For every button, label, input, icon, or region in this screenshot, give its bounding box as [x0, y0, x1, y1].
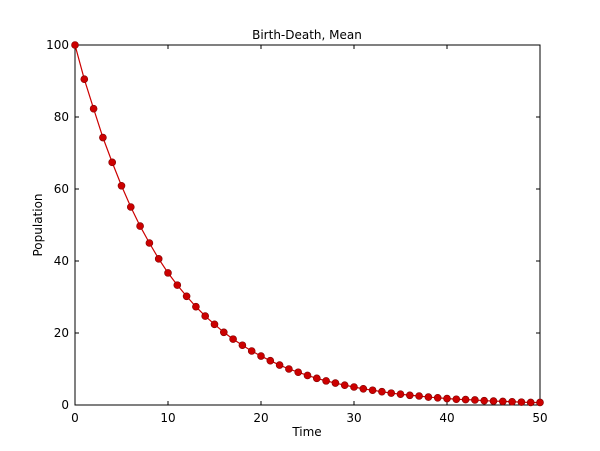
data-point — [117, 181, 126, 190]
data-point — [164, 269, 172, 277]
data-point — [173, 281, 182, 289]
x-tick-label: 0 — [71, 411, 79, 425]
y-tick-label: 0 — [61, 398, 69, 412]
x-tick-label: 10 — [160, 411, 175, 425]
data-point — [220, 328, 228, 337]
data-point — [99, 133, 107, 142]
data-point — [238, 341, 247, 350]
data-point — [452, 395, 461, 404]
series-line — [74, 44, 540, 404]
data-point — [461, 395, 470, 404]
y-axis-ticks: 0 20 40 60 80 100 — [46, 38, 540, 412]
y-tick-label: 80 — [54, 110, 69, 124]
data-point — [424, 393, 433, 401]
data-point — [331, 379, 340, 387]
data-point — [312, 374, 321, 383]
data-point — [71, 41, 79, 49]
data-point — [275, 361, 284, 369]
data-point — [517, 398, 526, 406]
data-point — [387, 389, 396, 397]
series-mean-population — [71, 41, 544, 407]
data-point — [108, 158, 116, 167]
y-tick-label: 60 — [54, 182, 69, 196]
data-point — [508, 397, 516, 406]
data-point — [201, 312, 209, 320]
x-axis-ticks: 0 10 20 30 40 50 — [71, 45, 548, 425]
data-point — [378, 387, 386, 396]
y-tick-label: 40 — [54, 254, 69, 268]
data-point — [145, 239, 154, 247]
y-tick-label: 20 — [54, 326, 69, 340]
x-tick-label: 20 — [253, 411, 268, 425]
data-point — [359, 384, 368, 393]
x-tick-label: 50 — [532, 411, 547, 425]
data-point — [471, 396, 479, 404]
data-point — [498, 397, 507, 406]
data-point — [294, 368, 303, 377]
data-point — [303, 371, 312, 380]
data-point — [368, 386, 377, 395]
data-point — [489, 397, 498, 405]
data-point — [80, 75, 89, 83]
data-point — [526, 398, 535, 407]
data-point — [192, 302, 200, 311]
data-point — [536, 398, 544, 407]
x-axis-label: Time — [291, 425, 321, 439]
data-point — [405, 391, 414, 400]
data-point — [247, 347, 256, 355]
chart-title: Birth-Death, Mean — [252, 28, 362, 42]
data-point — [350, 383, 358, 391]
data-point — [396, 390, 405, 399]
data-point — [340, 381, 349, 390]
data-point — [182, 292, 191, 301]
data-point — [415, 392, 423, 400]
data-point — [210, 320, 219, 329]
x-tick-label: 30 — [346, 411, 361, 425]
y-tick-label: 100 — [46, 38, 69, 52]
data-point — [89, 104, 98, 113]
data-point — [443, 394, 451, 403]
y-axis-label: Population — [31, 193, 45, 256]
data-point — [154, 255, 163, 263]
data-point — [480, 396, 489, 405]
x-tick-label: 40 — [439, 411, 454, 425]
data-point — [229, 335, 237, 343]
data-point — [257, 352, 265, 360]
data-point — [136, 222, 144, 230]
data-point — [322, 377, 330, 385]
data-point — [433, 393, 442, 402]
data-point — [266, 356, 275, 365]
plot-area — [74, 44, 541, 406]
data-point — [127, 203, 135, 211]
data-point — [285, 365, 293, 373]
